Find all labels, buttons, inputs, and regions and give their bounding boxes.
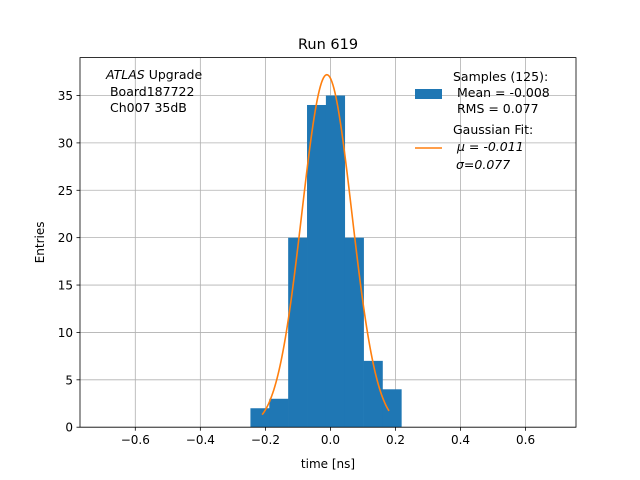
- y-tick-label: 20: [58, 231, 73, 245]
- fit-curve-layer: [261, 73, 390, 416]
- y-axis-ticks: 0 5 10 15 20 25 30 35: [58, 89, 80, 435]
- legend-fit-line-1: Gaussian Fit:: [453, 122, 533, 137]
- x-axis-label: time [ns]: [301, 457, 355, 471]
- y-tick-label: 5: [65, 373, 73, 387]
- x-tick-label: −0.2: [251, 433, 280, 447]
- y-tick-label: 0: [65, 421, 73, 435]
- legend-hist-line-3: RMS = 0.077: [453, 101, 539, 116]
- histogram-bar: [325, 95, 346, 428]
- histogram-bar: [269, 398, 289, 428]
- y-tick-label: 15: [58, 279, 73, 293]
- histogram-bar: [363, 360, 383, 428]
- annotation-rest: Upgrade: [145, 67, 203, 82]
- annotation-line-3: Ch007 35dB: [106, 100, 187, 115]
- chart-title: Run 619: [298, 37, 358, 53]
- x-axis-ticks: −0.6 −0.4 −0.2 0.0 0.2 0.4 0.6: [121, 427, 535, 447]
- histogram-bar: [382, 389, 402, 428]
- legend: Samples (125): Mean = -0.008 RMS = 0.077…: [415, 69, 550, 172]
- histogram-bar: [344, 237, 364, 428]
- x-tick-label: 0.2: [386, 433, 405, 447]
- atlas-annotation: ATLAS Upgrade Board187722 Ch007 35dB: [105, 67, 202, 115]
- y-tick-label: 30: [58, 136, 73, 150]
- x-tick-label: −0.6: [121, 433, 150, 447]
- plot-frame: [79, 57, 577, 428]
- legend-histogram-swatch: [415, 89, 442, 99]
- y-axis-label: Entries: [33, 222, 47, 264]
- legend-fit-line-3: σ=0.077: [456, 157, 510, 172]
- x-tick-label: 0.4: [451, 433, 470, 447]
- y-tick-label: 10: [58, 326, 73, 340]
- annotation-line-1: ATLAS Upgrade: [105, 67, 202, 82]
- legend-fit-line-2: μ = -0.011: [453, 139, 524, 154]
- y-tick-label: 25: [58, 184, 73, 198]
- annotation-italic: ATLAS: [105, 67, 145, 82]
- legend-hist-line-2: Mean = -0.008: [453, 85, 550, 100]
- gaussian-fit-curve: [261, 73, 390, 416]
- legend-hist-line-1: Samples (125):: [453, 69, 548, 84]
- x-tick-label: 0.0: [321, 433, 340, 447]
- x-tick-label: 0.6: [516, 433, 535, 447]
- histogram-bars: [250, 95, 402, 428]
- x-tick-label: −0.4: [186, 433, 215, 447]
- histogram-bar: [307, 104, 327, 428]
- histogram-bar: [250, 408, 270, 428]
- y-tick-label: 35: [58, 89, 73, 103]
- histogram-bar: [288, 237, 308, 428]
- annotation-line-2: Board187722: [106, 84, 194, 99]
